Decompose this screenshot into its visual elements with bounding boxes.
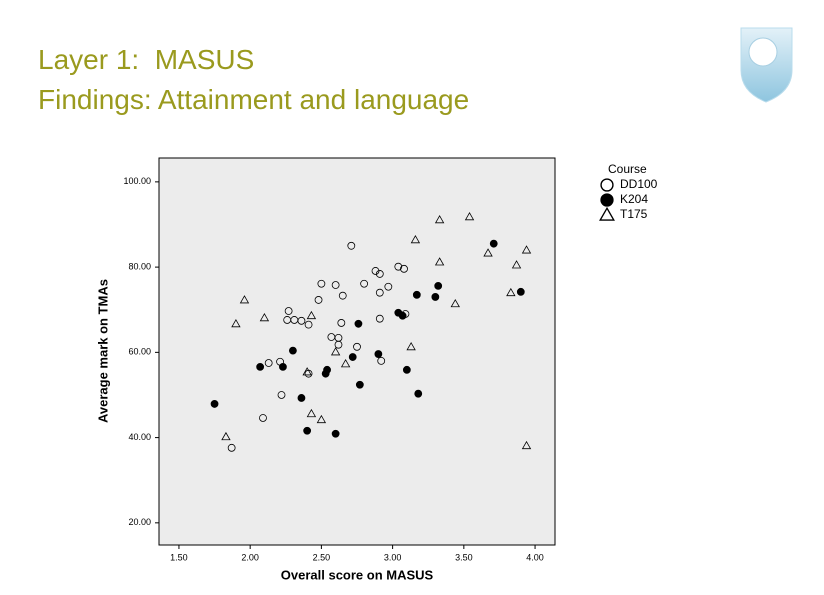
point [489,239,498,248]
x-tick-label: 2.50 [313,552,331,562]
point [231,318,241,328]
point [334,340,343,349]
point [303,426,312,435]
point [398,311,407,320]
point [355,380,364,389]
point [410,235,421,244]
point [259,313,270,322]
point [516,287,525,296]
legend-marker [600,178,614,192]
point [434,281,443,290]
x-tick-label: 1.50 [170,552,188,562]
y-axis-label: Average mark on TMAs [95,279,110,423]
point [302,367,312,376]
point [330,347,341,356]
point [317,279,326,288]
legend-marker [599,206,615,221]
point [306,310,317,320]
slide-title-line: Layer 1: MASUS [38,44,255,75]
point [394,262,403,271]
point [284,307,293,315]
point [402,365,411,374]
point [483,248,493,257]
point [306,408,317,418]
x-axis-label: Overall score on MASUS [281,567,434,582]
legend-label: T175 [620,207,648,221]
point [353,342,361,351]
point [259,414,267,422]
point [279,362,287,371]
logo [740,27,793,103]
point [239,295,250,304]
point [414,389,423,398]
point [412,290,421,299]
point [406,342,416,351]
point [464,212,475,221]
point [521,440,532,450]
point [331,429,340,438]
point [384,282,393,291]
point [374,350,383,358]
point [375,314,384,323]
point [210,400,219,408]
point [304,320,313,329]
point [264,359,273,367]
x-tick-label: 3.50 [455,552,473,562]
y-tick-label: 20.00 [128,517,151,527]
point [314,296,323,304]
point [347,241,356,250]
point [400,264,408,273]
point [506,287,516,297]
point [521,245,532,254]
point [375,270,384,278]
point [227,443,236,452]
y-tick-label: 100.00 [123,176,151,186]
point [331,281,340,289]
point [450,298,460,308]
legend-title: Course [608,162,647,176]
point [354,319,363,328]
point [371,267,380,275]
point [297,316,306,325]
point [360,279,369,288]
point [337,319,346,327]
x-tick-label: 4.00 [526,552,544,562]
y-tick-label: 80.00 [128,261,151,271]
point [256,362,265,371]
y-tick-label: 40.00 [128,432,151,442]
point [340,359,351,368]
x-tick-label: 3.00 [384,552,402,562]
legend-marker [600,193,614,207]
point [434,257,445,266]
point [348,353,357,361]
y-tick-label: 60.00 [128,347,151,357]
point [511,260,522,269]
point [375,288,384,297]
point [321,369,330,378]
point [297,394,306,402]
legend-label: DD100 [620,177,658,191]
plot-area [158,157,556,546]
point [431,293,440,301]
x-tick-label: 2.00 [241,552,259,562]
point [434,214,445,224]
point [288,346,297,355]
slide-title-line: Findings: Attainment and language [38,84,470,115]
point [377,356,386,365]
point [316,414,327,424]
point [277,391,286,399]
point [338,291,347,300]
legend-label: K204 [620,192,648,206]
point [221,431,231,441]
